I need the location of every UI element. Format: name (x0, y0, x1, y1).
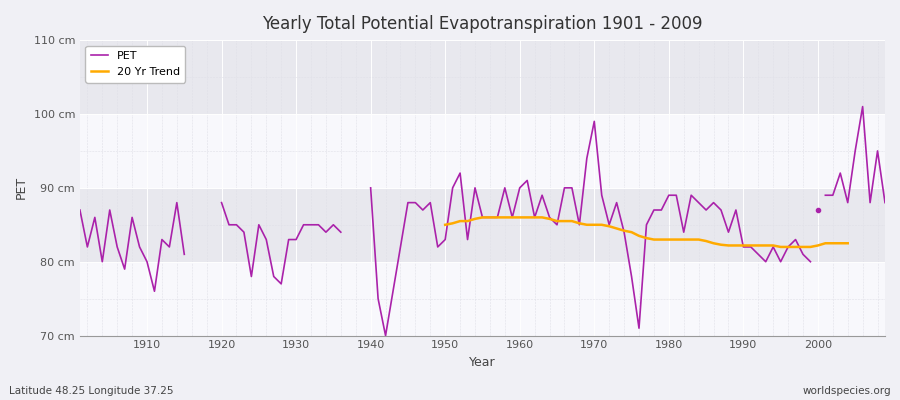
PET (164, 244, 175, 249)
PET (89, 215, 100, 220)
20 Yr Trend (492, 215, 503, 220)
PET (82, 244, 93, 249)
20 Yr Trend (477, 215, 488, 220)
PET (149, 289, 160, 294)
20 Yr Trend (775, 244, 786, 249)
20 Yr Trend (522, 215, 533, 220)
Bar (80, 40, 885, 114)
Line: 20 Yr Trend: 20 Yr Trend (446, 217, 848, 247)
20 Yr Trend (835, 241, 846, 246)
20 Yr Trend (842, 241, 853, 246)
PET (104, 208, 115, 212)
PET (171, 200, 182, 205)
Line: PET: PET (80, 203, 184, 291)
Bar (80, 114, 885, 188)
Y-axis label: PET: PET (15, 176, 28, 200)
20 Yr Trend (813, 243, 824, 248)
20 Yr Trend (544, 216, 555, 221)
Bar (80, 262, 885, 336)
PET (97, 259, 108, 264)
PET (134, 244, 145, 249)
X-axis label: Year: Year (469, 356, 496, 369)
PET (141, 259, 152, 264)
Text: worldspecies.org: worldspecies.org (803, 386, 891, 396)
20 Yr Trend (440, 222, 451, 227)
20 Yr Trend (597, 222, 608, 227)
PET (75, 208, 86, 212)
PET (127, 215, 138, 220)
PET (157, 237, 167, 242)
Text: Latitude 48.25 Longitude 37.25: Latitude 48.25 Longitude 37.25 (9, 386, 174, 396)
PET (179, 252, 190, 257)
Legend: PET, 20 Yr Trend: PET, 20 Yr Trend (86, 46, 185, 82)
Bar (80, 188, 885, 262)
PET (119, 267, 130, 272)
Title: Yearly Total Potential Evapotranspiration 1901 - 2009: Yearly Total Potential Evapotranspiratio… (262, 15, 703, 33)
PET (112, 244, 122, 249)
